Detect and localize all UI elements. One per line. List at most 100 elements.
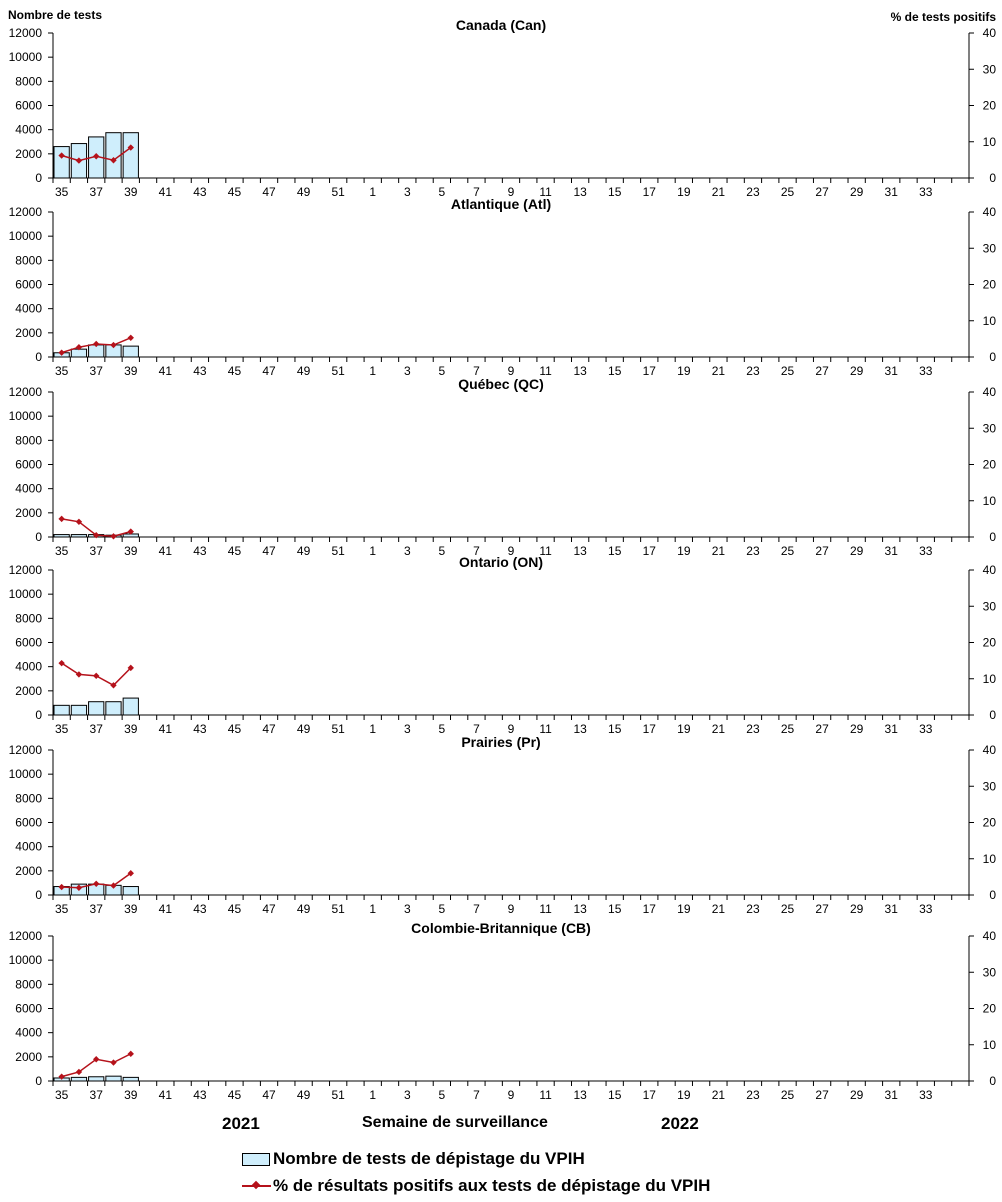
positivity-point (58, 1073, 65, 1080)
x-tick-label: 37 (90, 1088, 104, 1102)
x-tick-label: 7 (473, 722, 480, 736)
y-right-tick-label: 0 (989, 350, 996, 364)
positivity-point (58, 152, 65, 159)
x-tick-label: 33 (919, 722, 933, 736)
x-tick-label: 19 (677, 185, 691, 199)
y-right-tick-label: 20 (983, 816, 997, 830)
y-right-tick-label: 10 (983, 852, 997, 866)
x-tick-label: 41 (159, 544, 173, 558)
y-left-tick-label: 2000 (15, 1050, 42, 1064)
x-tick-label: 21 (712, 902, 726, 916)
x-tick-label: 47 (262, 902, 276, 916)
x-tick-label: 19 (677, 902, 691, 916)
x-tick-label: 23 (746, 544, 760, 558)
x-tick-label: 41 (159, 185, 173, 199)
y-right-tick-label: 30 (983, 965, 997, 979)
x-tick-label: 21 (712, 364, 726, 378)
x-tick-label: 29 (850, 902, 864, 916)
y-right-tick-label: 10 (983, 314, 997, 328)
legend-bar-swatch (242, 1152, 270, 1166)
x-tick-label: 45 (228, 185, 242, 199)
x-tick-label: 25 (781, 544, 795, 558)
bar (122, 886, 139, 896)
y-right-tick-label: 40 (983, 205, 997, 219)
y-left-tick-label: 12000 (9, 743, 43, 757)
x-tick-label: 27 (815, 544, 829, 558)
bar (53, 146, 70, 179)
x-tick-label: 3 (404, 544, 411, 558)
x-tick-label: 39 (124, 364, 138, 378)
x-tick-label: 39 (124, 902, 138, 916)
y-axis-right-title: % de tests positifs (890, 10, 996, 24)
x-tick-label: 43 (193, 544, 207, 558)
positivity-point (110, 882, 117, 889)
x-tick-label: 21 (712, 185, 726, 199)
y-right-tick-label: 40 (983, 385, 997, 399)
bar (53, 534, 70, 538)
x-tick-label: 45 (228, 722, 242, 736)
x-tick-label: 23 (746, 902, 760, 916)
y-left-tick-label: 4000 (15, 840, 42, 854)
x-tick-label: 23 (746, 185, 760, 199)
positivity-point (58, 515, 65, 523)
x-tick-label: 15 (608, 1088, 622, 1102)
x-tick-label: 49 (297, 1088, 311, 1102)
positivity-point (110, 157, 117, 164)
x-tick-label: 17 (643, 722, 657, 736)
y-left-tick-label: 10000 (9, 229, 43, 243)
x-tick-label: 13 (573, 544, 587, 558)
x-tick-label: 11 (539, 722, 552, 736)
x-tick-label: 35 (55, 364, 69, 378)
x-tick-label: 3 (404, 902, 411, 916)
y-right-tick-label: 0 (989, 530, 996, 544)
x-tick-label: 33 (919, 544, 933, 558)
bar (53, 704, 70, 716)
x-tick-label: 49 (297, 185, 311, 199)
positivity-point (93, 880, 100, 887)
x-tick-label: 9 (508, 722, 515, 736)
x-tick-label: 25 (781, 902, 795, 916)
x-tick-label: 43 (193, 185, 207, 199)
y-left-tick-label: 10000 (9, 50, 43, 64)
x-tick-label: 5 (439, 722, 446, 736)
x-tick-label: 17 (643, 902, 657, 916)
positivity-point (110, 1059, 117, 1066)
x-tick-label: 11 (539, 902, 552, 916)
x-tick-label: 41 (159, 722, 173, 736)
bar (88, 701, 105, 716)
x-tick-label: 1 (369, 364, 376, 378)
y-left-tick-label: 8000 (15, 253, 42, 267)
positivity-point (110, 341, 117, 349)
positivity-point (58, 349, 65, 356)
y-left-tick-label: 0 (35, 350, 42, 364)
bar (105, 1075, 122, 1082)
x-tick-label: 13 (573, 364, 587, 378)
y-left-tick-label: 8000 (15, 791, 42, 805)
x-tick-label: 37 (90, 544, 104, 558)
x-tick-label: 39 (124, 1088, 138, 1102)
panel-title: Canada (Can) (456, 17, 546, 33)
positivity-point (75, 671, 83, 678)
y-left-tick-label: 12000 (9, 929, 43, 943)
x-tick-label: 11 (539, 1088, 552, 1102)
positivity-point (127, 1050, 134, 1058)
x-tick-label: 27 (815, 1088, 829, 1102)
x-tick-label: 21 (712, 1088, 726, 1102)
y-left-tick-label: 0 (35, 530, 42, 544)
bar (122, 132, 139, 179)
y-left-tick-label: 6000 (15, 458, 42, 472)
x-tick-label: 9 (508, 902, 515, 916)
y-right-tick-label: 0 (989, 1074, 996, 1088)
panel-title: Ontario (ON) (459, 554, 543, 570)
y-left-tick-label: 2000 (15, 864, 42, 878)
x-tick-label: 35 (55, 902, 69, 916)
x-tick-label: 1 (369, 185, 376, 199)
y-right-tick-label: 40 (983, 929, 997, 943)
x-tick-label: 1 (369, 1088, 376, 1102)
y-right-tick-label: 10 (983, 1038, 997, 1052)
positivity-point (127, 334, 134, 341)
x-tick-label: 27 (815, 722, 829, 736)
x-tick-label: 51 (331, 544, 345, 558)
x-tick-label: 9 (508, 1088, 515, 1102)
